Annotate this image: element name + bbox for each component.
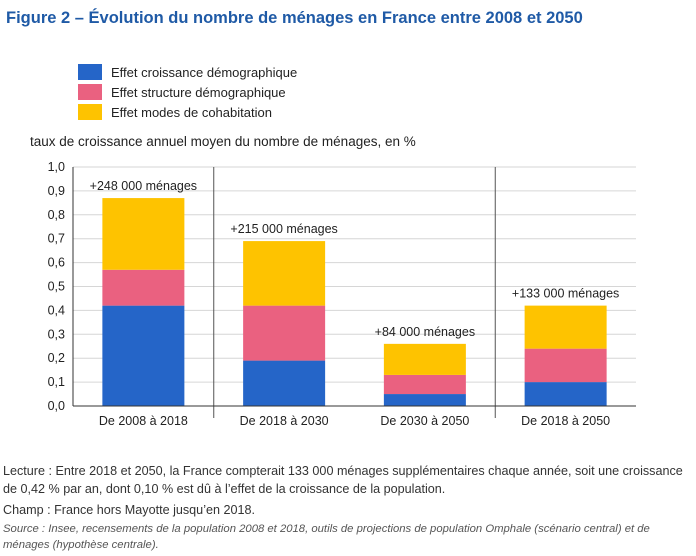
y-tick-label: 0,6	[48, 256, 65, 270]
bar-segment	[383, 374, 466, 395]
bar-segment	[243, 360, 326, 406]
legend-item-croissance: Effet croissance démographique	[78, 62, 297, 82]
y-tick-label: 0,2	[48, 351, 65, 365]
y-tick-label: 0,4	[48, 303, 65, 317]
bar-annotation: +248 000 ménages	[90, 179, 197, 193]
legend-label-croissance: Effet croissance démographique	[111, 64, 298, 80]
y-tick-label: 0,1	[48, 375, 65, 389]
bar-segment	[102, 198, 185, 270]
bar-segment	[524, 382, 607, 406]
champ-note: Champ : France hors Mayotte jusqu’en 201…	[3, 503, 256, 517]
y-axis-label: taux de croissance annuel moyen du nombr…	[30, 134, 416, 149]
y-tick-label: 0,3	[48, 327, 65, 341]
y-tick-label: 0,7	[48, 232, 65, 246]
y-tick-label: 0,9	[48, 184, 65, 198]
source-note: Source : Insee, recensements de la popul…	[3, 523, 650, 551]
y-tick-label: 0,0	[48, 399, 65, 413]
y-tick-label: 1,0	[48, 160, 65, 174]
y-tick-label: 0,8	[48, 208, 65, 222]
x-tick-label: De 2018 à 2030	[240, 414, 329, 428]
x-tick-label: De 2030 à 2050	[380, 414, 469, 428]
bar-segment	[243, 241, 326, 306]
legend-swatch-cohabitation	[78, 104, 102, 120]
legend-swatch-structure	[78, 84, 102, 100]
x-tick-label: De 2018 à 2050	[521, 414, 610, 428]
bar-segment	[524, 305, 607, 349]
figure-title: Figure 2 – Évolution du nombre de ménage…	[6, 9, 583, 27]
x-tick-label: De 2008 à 2018	[99, 414, 188, 428]
y-tick-label: 0,5	[48, 280, 65, 294]
bar-annotation: +133 000 ménages	[512, 287, 619, 301]
bar-annotation: +84 000 ménages	[375, 325, 475, 339]
lecture-note: Lecture : Entre 2018 et 2050, la France …	[3, 464, 683, 496]
legend-label-structure: Effet structure démographique	[111, 84, 286, 100]
bar-segment	[383, 394, 466, 406]
legend-label-cohabitation: Effet modes de cohabitation	[111, 104, 272, 120]
bar-segment	[383, 343, 466, 375]
bar-segment	[243, 305, 326, 361]
legend-swatch-croissance	[78, 64, 102, 80]
legend-item-structure: Effet structure démographique	[78, 82, 297, 102]
legend-item-cohabitation: Effet modes de cohabitation	[78, 102, 297, 122]
bar-segment	[102, 305, 185, 406]
chart-notes: Lecture : Entre 2018 et 2050, la France …	[3, 462, 693, 553]
bar-segment	[102, 269, 185, 306]
bar-annotation: +215 000 ménages	[230, 222, 337, 236]
chart-legend: Effet croissance démographique Effet str…	[78, 62, 297, 122]
stacked-bar-chart: 0,0 0,1 0,2 0,3 0,4 0,5 0,6 0,7 0,8 0,9 1,0 +248 00…	[48, 160, 636, 428]
bar-segment	[524, 348, 607, 383]
